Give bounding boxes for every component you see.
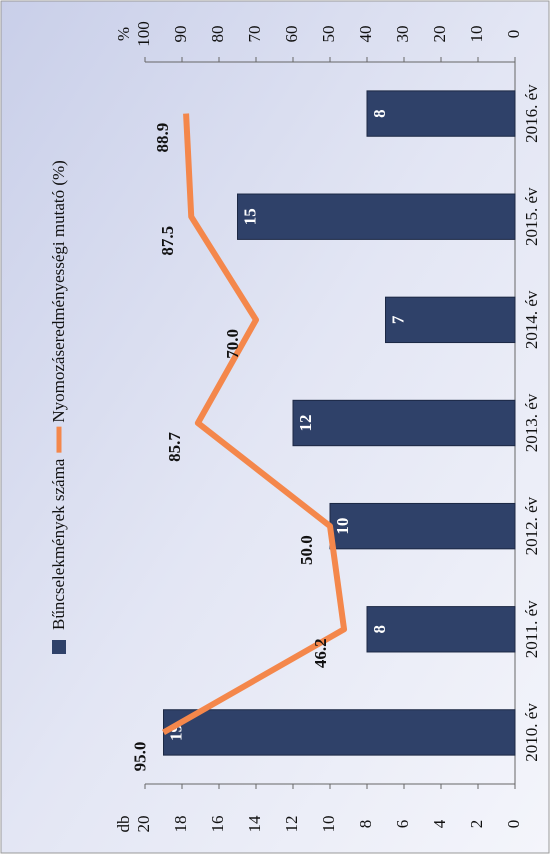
legend-label: Nyomozáseredményességi mutató (%) (49, 160, 68, 422)
y-tick-label: 14 (245, 815, 264, 833)
y2-tick-label: 60 (282, 26, 301, 43)
y2-tick-label: 30 (393, 26, 412, 43)
x-tick-label: 2014. év (522, 290, 541, 349)
line (162, 113, 348, 736)
y-tick-label: 8 (356, 820, 375, 829)
bar-value-label: 7 (388, 315, 407, 324)
y-tick-label: 2 (467, 820, 486, 829)
y2-tick-label: 80 (208, 26, 227, 43)
legend-label: Bűncselekmények száma (49, 458, 68, 630)
bar (292, 399, 516, 447)
line-value-label: 95.0 (130, 742, 149, 772)
bar (385, 296, 516, 344)
y-tick-label: 6 (393, 820, 412, 829)
line-value-label: 87.5 (158, 226, 177, 256)
y-tick-label: 4 (430, 819, 449, 828)
bar (329, 502, 516, 550)
x-tick-label: 2013. év (522, 393, 541, 452)
x-tick-label: 2016. év (522, 84, 541, 143)
y2-tick-label: 10 (467, 26, 486, 43)
bar-value-label: 8 (370, 109, 389, 118)
y2-tick-label: 50 (319, 26, 338, 43)
line-value-label: 88.9 (153, 123, 172, 153)
y-tick-label: 20 (134, 816, 153, 833)
line-value-label: 85.7 (165, 432, 184, 462)
line-value-label: 70.0 (223, 329, 242, 359)
y2-tick-label: 0 (504, 30, 523, 39)
legend-swatch (52, 640, 66, 654)
line-value-label: 50.0 (297, 535, 316, 565)
y2-tick-label: 100 (134, 21, 153, 47)
bar (237, 193, 516, 240)
bar-value-label: 12 (296, 415, 315, 432)
y-tick-label: 12 (282, 816, 301, 833)
line-value-label: 46.2 (311, 638, 330, 668)
y-tick-label: 10 (319, 816, 338, 833)
plot: db% 0 2 4 6 8 10 12 14 16 18 20 0 10 20 30 40 50 60 70 80 90 1… (49, 21, 541, 832)
bar (366, 606, 516, 653)
bar (163, 709, 516, 756)
y2-tick-label: 90 (171, 26, 190, 43)
y-tick-label: 18 (171, 816, 190, 833)
y2-tick-label: 40 (356, 26, 375, 43)
y-tick-label: 0 (504, 820, 523, 829)
x-tick-label: 2010. év (522, 703, 541, 762)
y2-tick-label: 70 (245, 26, 264, 43)
bar-value-label: 10 (333, 518, 352, 535)
bar (366, 90, 516, 137)
bar-value-label: 15 (240, 208, 259, 225)
x-tick-label: 2011. év (522, 600, 541, 658)
y2-axis-label: % (114, 27, 133, 41)
y2-tick-label: 20 (430, 26, 449, 43)
y-axis-label: db (114, 816, 133, 833)
y-tick-label: 16 (208, 816, 227, 833)
x-tick-label: 2012. év (522, 496, 541, 555)
x-tick-label: 2015. év (522, 187, 541, 246)
bar-value-label: 8 (370, 625, 389, 634)
